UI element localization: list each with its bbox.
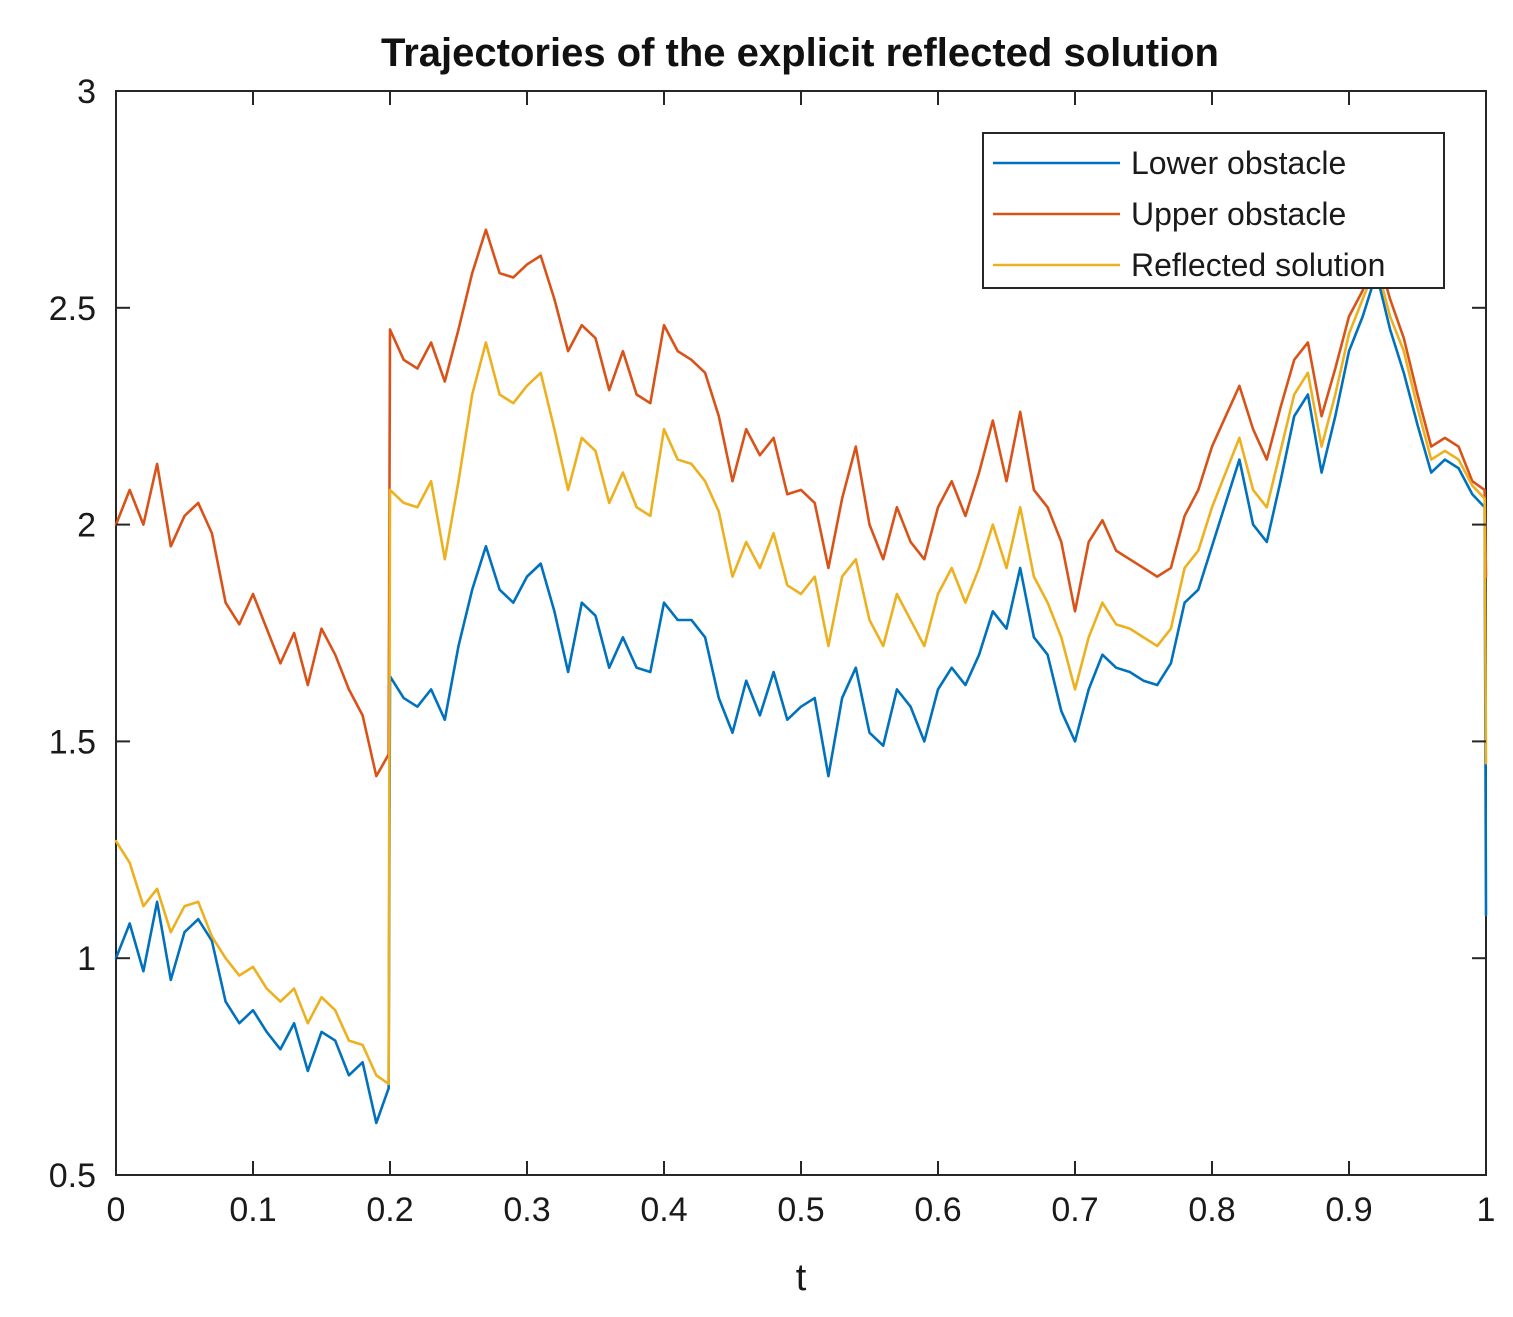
x-tick-label: 0.7 [1051, 1191, 1098, 1229]
series-line-upper-obstacle [114, 228, 1488, 778]
x-tick-label: 0.1 [229, 1191, 276, 1229]
series-layer [114, 228, 1488, 1125]
y-tick-label: 2.5 [49, 290, 96, 328]
y-tick-label: 0.5 [49, 1157, 96, 1195]
legend-label: Lower obstacle [1131, 145, 1346, 181]
x-tick-label: 0 [107, 1191, 126, 1229]
x-tick-label: 0.2 [366, 1191, 413, 1229]
x-tick-label: 0.9 [1325, 1191, 1372, 1229]
x-axis-label: t [796, 1257, 807, 1299]
y-tick-label: 3 [77, 73, 96, 111]
x-tick-label: 0.4 [640, 1191, 687, 1229]
chart-title: Trajectories of the explicit reflected s… [381, 31, 1219, 75]
x-tick-label: 0.8 [1188, 1191, 1235, 1229]
legend: Lower obstacle Upper obstacle Reflected so… [982, 132, 1445, 289]
y-tick-label: 2 [77, 507, 96, 545]
x-tick-label: 1 [1477, 1191, 1496, 1229]
legend-label: Reflected solution [1131, 247, 1385, 283]
x-tick-label: 0.6 [914, 1191, 961, 1229]
x-tick-label: 0.5 [777, 1191, 824, 1229]
y-tick-label: 1 [77, 940, 96, 978]
axes-layer: 0 0.1 0.2 0.3 0.4 0.5 0.6 0.7 0.8 0.9 1 0.5 1 1.5 2 2.5… [49, 73, 1496, 1229]
legend-label: Upper obstacle [1131, 196, 1346, 232]
y-tick-label: 1.5 [49, 723, 96, 761]
series-line-reflected-solution [114, 263, 1488, 1086]
x-tick-label: 0.3 [503, 1191, 550, 1229]
legend-box [982, 132, 1445, 289]
series-line-lower-obstacle [114, 271, 1488, 1125]
